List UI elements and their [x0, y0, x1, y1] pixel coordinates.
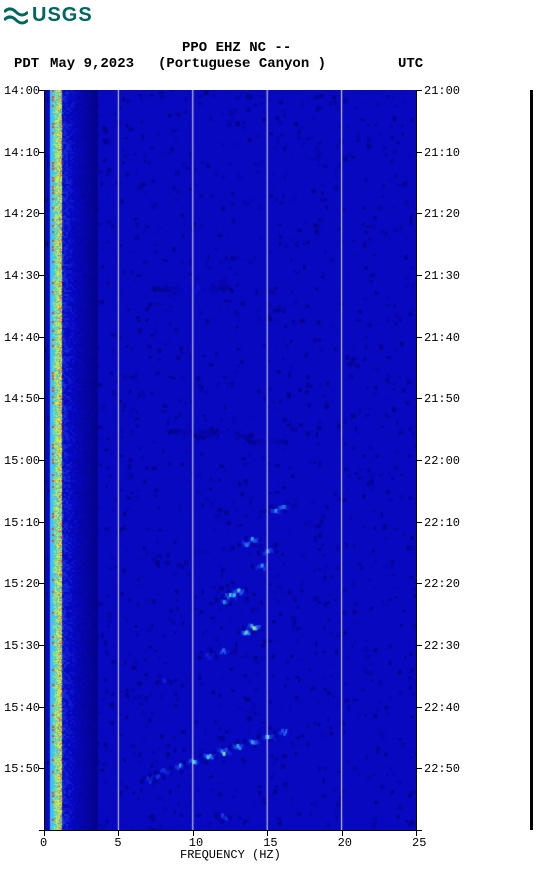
usgs-logo: USGS	[4, 4, 93, 27]
pdt-tick: 14:30	[4, 269, 40, 283]
utc-tick: 21:50	[424, 392, 460, 406]
hz-tick: 10	[189, 836, 203, 850]
pdt-tick: 14:20	[4, 207, 40, 221]
utc-tick: 22:00	[424, 454, 460, 468]
pdt-tick: 15:20	[4, 577, 40, 591]
usgs-wave-icon	[4, 6, 28, 26]
usgs-logo-text: USGS	[32, 4, 93, 27]
utc-tick: 21:40	[424, 331, 460, 345]
pdt-tick: 15:00	[4, 454, 40, 468]
pdt-tick: 15:10	[4, 516, 40, 530]
pdt-tick: 14:00	[4, 84, 40, 98]
utc-tick: 22:50	[424, 762, 460, 776]
x-axis-label: FREQUENCY (HZ)	[180, 848, 281, 862]
hz-tick: 15	[263, 836, 277, 850]
utc-tick: 21:20	[424, 207, 460, 221]
hz-tick: 0	[40, 836, 47, 850]
pdt-tick: 14:40	[4, 331, 40, 345]
utc-tick: 21:10	[424, 146, 460, 160]
pdt-tick: 14:50	[4, 392, 40, 406]
utc-tick: 21:00	[424, 84, 460, 98]
pdt-label: PDT	[14, 56, 39, 72]
aux-colorbar	[530, 90, 533, 830]
utc-tick: 22:10	[424, 516, 460, 530]
utc-label: UTC	[398, 56, 423, 72]
spectrogram-plot	[44, 90, 416, 830]
location-label: (Portuguese Canyon )	[158, 56, 326, 72]
utc-tick: 21:30	[424, 269, 460, 283]
spectrogram-canvas	[44, 90, 416, 830]
station-line: PPO EHZ NC --	[182, 40, 291, 56]
hz-tick: 20	[338, 836, 352, 850]
hz-tick: 5	[114, 836, 121, 850]
pdt-tick: 15:40	[4, 701, 40, 715]
axis-bottom-border	[44, 830, 416, 831]
pdt-tick: 15:30	[4, 639, 40, 653]
utc-tick: 22:40	[424, 701, 460, 715]
utc-tick: 22:30	[424, 639, 460, 653]
date-label: May 9,2023	[50, 56, 134, 72]
pdt-tick: 14:10	[4, 146, 40, 160]
utc-tick: 22:20	[424, 577, 460, 591]
pdt-tick: 15:50	[4, 762, 40, 776]
hz-tick: 25	[412, 836, 426, 850]
